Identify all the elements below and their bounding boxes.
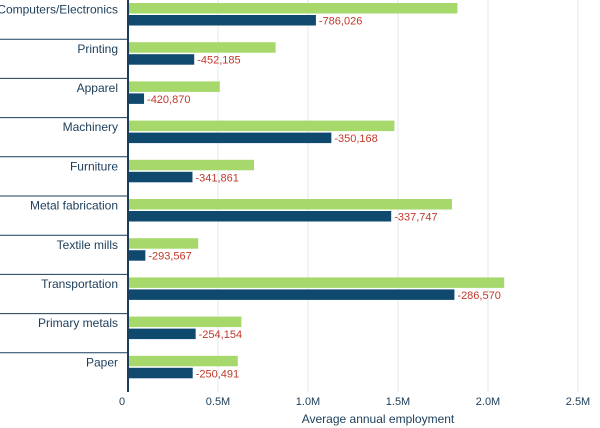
category-label: Computers/Electronics xyxy=(0,3,118,17)
x-tick-label: 1.5M xyxy=(386,396,410,408)
data-label: -341,861 xyxy=(195,172,238,184)
bar-series-1 xyxy=(128,238,199,249)
bar-series-1 xyxy=(128,120,395,132)
x-tick-label: 0.5M xyxy=(206,396,230,408)
data-label: -452,185 xyxy=(197,55,240,67)
bar-series-2 xyxy=(128,171,193,183)
category-label: Machinery xyxy=(63,120,118,134)
x-tick-label: 2.5M xyxy=(566,396,590,408)
bar-series-1 xyxy=(128,3,458,14)
bar-series-2 xyxy=(128,289,455,300)
bar-series-1 xyxy=(128,159,254,171)
data-labels: -786,026 -452,185 -420,870 -350,168 -341,861… xyxy=(147,16,501,381)
bar-series-2 xyxy=(128,250,146,261)
data-label: -337,747 xyxy=(394,212,437,224)
bar-series-1 xyxy=(128,355,238,367)
bar-series-2 xyxy=(128,328,196,340)
x-tick-label: 2.0M xyxy=(476,396,500,408)
bar-series-1 xyxy=(128,42,276,53)
bar-series-1 xyxy=(128,199,452,210)
bars xyxy=(128,3,505,379)
gridlines xyxy=(217,0,579,392)
data-label: -350,168 xyxy=(334,133,377,145)
category-label: Textile mills xyxy=(57,238,118,252)
data-label: -286,570 xyxy=(457,290,500,302)
data-label: -293,567 xyxy=(148,251,191,263)
category-labels: Computers/Electronics Printing Apparel Mach… xyxy=(0,3,118,370)
bar-series-2 xyxy=(128,211,392,222)
bar-series-1 xyxy=(128,277,505,288)
row-separators xyxy=(0,38,128,354)
bar-series-2 xyxy=(128,132,332,144)
x-axis-title: Average annual employment xyxy=(302,412,455,426)
data-label: -254,154 xyxy=(199,329,242,341)
bar-series-1 xyxy=(128,81,220,92)
category-label: Paper xyxy=(86,355,118,369)
category-label: Transportation xyxy=(41,277,118,291)
data-label: -786,026 xyxy=(319,16,362,28)
bar-series-2 xyxy=(128,54,195,65)
x-tick-label: 0 xyxy=(119,396,125,408)
category-label: Primary metals xyxy=(38,316,118,330)
bar-series-2 xyxy=(128,367,193,379)
x-tick-labels: 0 0.5M 1.0M 1.5M 2.0M 2.5M xyxy=(119,396,590,408)
category-label: Metal fabrication xyxy=(30,199,118,213)
category-label: Furniture xyxy=(70,159,118,173)
x-tick-label: 1.0M xyxy=(296,396,320,408)
bar-series-1 xyxy=(128,316,242,328)
category-label: Apparel xyxy=(77,81,118,95)
bar-series-2 xyxy=(128,15,316,26)
data-label: -250,491 xyxy=(196,368,239,380)
bar-series-2 xyxy=(128,93,145,104)
data-label: -420,870 xyxy=(147,94,190,106)
category-label: Printing xyxy=(77,42,118,56)
